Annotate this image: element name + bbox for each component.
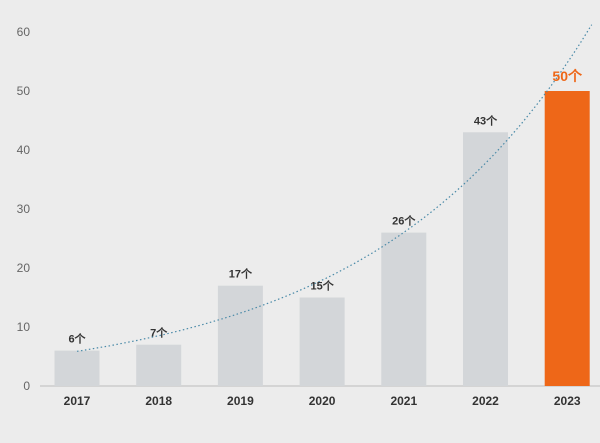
data-label: 43个 — [474, 113, 498, 127]
bar-highlight — [544, 91, 590, 386]
y-tick-label: 50 — [17, 84, 31, 98]
y-tick-label: 10 — [17, 320, 31, 334]
data-label: 17个 — [229, 267, 253, 281]
x-tick-label: 2018 — [145, 394, 172, 408]
y-tick-label: 0 — [23, 379, 30, 393]
bar — [381, 232, 427, 386]
y-tick-label: 20 — [17, 261, 31, 275]
data-label: 15个 — [310, 279, 334, 293]
y-tick-label: 30 — [17, 202, 31, 216]
x-axis-ticks: 2017 2018 2019 2020 2021 2022 2023 — [64, 394, 581, 408]
data-label: 7个 — [150, 326, 168, 340]
x-tick-label: 2017 — [64, 394, 91, 408]
x-tick-label: 2020 — [309, 394, 336, 408]
bar — [54, 350, 100, 386]
x-tick-label: 2022 — [472, 394, 499, 408]
x-tick-label: 2021 — [390, 394, 417, 408]
y-tick-label: 60 — [17, 25, 31, 39]
bar — [136, 344, 182, 386]
data-labels-group: 6个 7个 17个 15个 26个 43个 50个 — [68, 68, 583, 346]
bar — [217, 285, 263, 386]
data-label: 26个 — [392, 214, 416, 228]
bars-group — [54, 91, 590, 386]
data-label: 6个 — [68, 332, 86, 346]
data-label: 50个 — [552, 68, 583, 84]
x-tick-label: 2023 — [554, 394, 581, 408]
bar — [463, 132, 508, 386]
bar — [299, 297, 345, 386]
x-tick-label: 2019 — [227, 394, 254, 408]
y-axis-ticks: 0 10 20 30 40 50 60 — [17, 25, 31, 393]
y-tick-label: 40 — [17, 143, 31, 157]
